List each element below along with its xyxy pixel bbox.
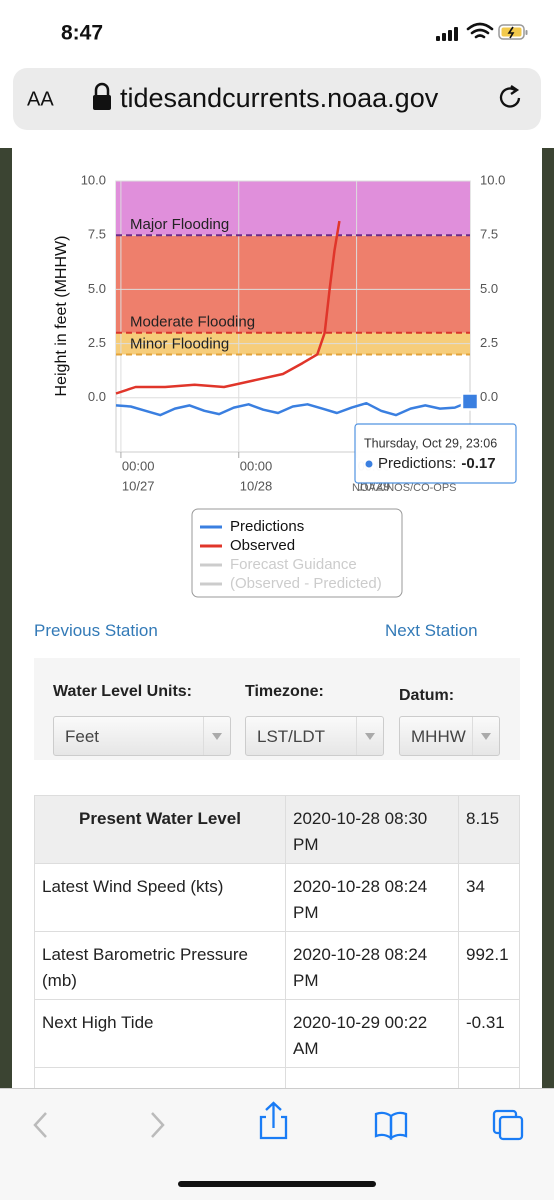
wifi	[466, 22, 494, 39]
table-cell: 2020-10-29 00:22 AM	[285, 999, 459, 1068]
clock: 8:47	[61, 22, 103, 45]
select-arrow	[356, 717, 383, 755]
y2-tick-label: 2.5	[480, 335, 498, 350]
threshold-label: Major Flooding	[130, 216, 229, 233]
y-axis-label: Height in feet (MHHW)	[53, 236, 70, 397]
flood-band	[116, 235, 470, 333]
table-cell: Present Water Level	[34, 795, 286, 864]
setting-label: Datum:	[399, 687, 455, 704]
table-cell: -0.31	[458, 999, 520, 1068]
signal	[436, 27, 458, 41]
select-arrow	[203, 717, 230, 755]
legend-label: Predictions	[230, 518, 304, 535]
y2-tick-label: 10.0	[480, 172, 505, 187]
x-tick-label: 00:00	[240, 458, 273, 473]
threshold-label: Minor Flooding	[130, 335, 229, 352]
select-value: MHHW	[411, 727, 466, 746]
table-cell: 2020-10-28 08:30 PM	[285, 795, 459, 864]
chart: 0.0 0.0 2.5 2.5 5.0 5.0 7.5 7.5 10.0 10.0 00:00 10/…	[53, 172, 517, 598]
series-line	[115, 220, 341, 395]
legend-label: Observed	[230, 537, 295, 554]
lock-icon	[93, 82, 111, 110]
back-button[interactable]	[33, 1112, 47, 1138]
tooltip-dot	[365, 460, 373, 468]
url[interactable]: tidesandcurrents.noaa.gov	[120, 83, 439, 113]
table-cell: 8.15	[458, 795, 520, 864]
table-cell: 34	[458, 863, 520, 932]
table-cell: 2020-10-28 08:24 PM	[285, 931, 459, 1000]
share-button[interactable]	[259, 1101, 288, 1140]
select[interactable]: MHHW	[399, 716, 500, 756]
tooltip-text: Predictions: -0.17	[378, 455, 496, 472]
y2-tick-label: 5.0	[480, 281, 498, 296]
threshold-label: Moderate Flooding	[130, 314, 255, 331]
y-tick-label: 2.5	[88, 335, 106, 350]
y2-tick-label: 0.0	[480, 389, 498, 404]
select-value: Feet	[65, 727, 100, 746]
series-line	[115, 400, 471, 417]
y-tick-label: 7.5	[88, 227, 106, 242]
table-cell: 992.1	[458, 931, 520, 1000]
y-tick-label: 5.0	[88, 281, 106, 296]
text-size-button[interactable]: AA	[27, 88, 54, 110]
credit: NOAA/NOS/CO-OPS	[352, 482, 457, 494]
setting-label: Water Level Units:	[53, 683, 192, 700]
tabs-button[interactable]	[492, 1109, 524, 1141]
select-value: LST/LDT	[257, 727, 326, 746]
tooltip-label: Predictions:	[378, 455, 456, 472]
y-tick-label: 10.0	[81, 172, 106, 187]
select-arrow	[472, 717, 499, 755]
x-tick-label: 10/27	[122, 478, 155, 493]
x-tick-label: 10/28	[240, 478, 273, 493]
table-cell: Latest Barometric Pressure (mb)	[34, 931, 286, 1000]
previous-station-link[interactable]: Previous Station	[34, 621, 158, 640]
bottom-toolbar	[0, 1088, 554, 1200]
legend-label-inactive: (Observed - Predicted)	[230, 575, 382, 592]
reload-button[interactable]	[499, 85, 521, 108]
tooltip-value: -0.17	[461, 455, 495, 472]
bookmarks-button[interactable]	[374, 1111, 408, 1141]
select[interactable]: Feet	[53, 716, 231, 756]
flood-band	[116, 181, 470, 236]
legend-label-inactive: Forecast Guidance	[230, 556, 357, 573]
legend-box	[191, 508, 403, 598]
y-tick-label: 0.0	[88, 389, 106, 404]
forward-button[interactable]	[151, 1112, 165, 1138]
home-indicator	[178, 1181, 376, 1187]
setting-label: Timezone:	[245, 683, 324, 700]
address-bar[interactable]	[13, 68, 541, 130]
tooltip-title: Thursday, Oct 29, 23:06	[364, 436, 497, 450]
table-cell: Latest Wind Speed (kts)	[34, 863, 286, 932]
x-tick-label: 00:00	[122, 458, 155, 473]
next-station-link[interactable]: Next Station	[385, 621, 478, 640]
tooltip	[354, 423, 517, 484]
battery	[498, 24, 528, 40]
select[interactable]: LST/LDT	[245, 716, 384, 756]
table-cell: Next High Tide	[34, 999, 286, 1068]
table-cell: 2020-10-28 08:24 PM	[285, 863, 459, 932]
hover-marker	[460, 392, 480, 411]
y2-tick-label: 7.5	[480, 227, 498, 242]
